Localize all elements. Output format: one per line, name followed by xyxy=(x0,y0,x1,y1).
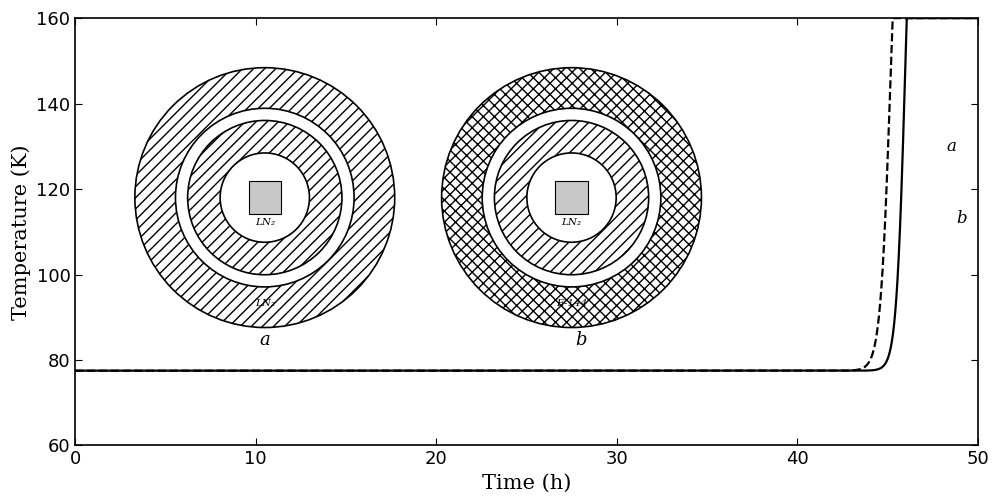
X-axis label: Time (h): Time (h) xyxy=(482,474,571,493)
Text: b: b xyxy=(956,211,966,227)
Text: a: a xyxy=(259,331,270,349)
Y-axis label: Temperature (K): Temperature (K) xyxy=(11,144,31,320)
Text: a: a xyxy=(947,138,957,155)
Text: b: b xyxy=(575,331,586,349)
